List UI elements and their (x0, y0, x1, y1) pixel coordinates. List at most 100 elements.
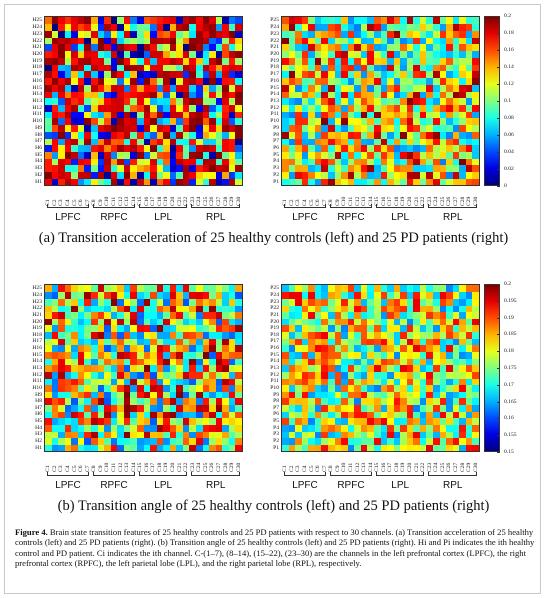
heatmap-cell (367, 431, 375, 439)
heatmap-cell (282, 311, 290, 319)
heatmap-cell (169, 17, 177, 25)
heatmap-cell (400, 111, 408, 119)
row-label: H17 (32, 338, 42, 345)
heatmap-cell (150, 291, 158, 299)
heatmap-cell (110, 371, 118, 379)
heatmap-cell (373, 37, 382, 45)
heatmap-cell (459, 43, 467, 52)
heatmap-cell (163, 391, 171, 399)
heatmap-cell (387, 324, 395, 333)
figure-caption-label: Figure 4. (15, 527, 48, 537)
heatmap-cell (354, 431, 362, 439)
heatmap-cell (360, 70, 368, 79)
heatmap-cell (182, 377, 191, 386)
heatmap-cell (301, 137, 309, 146)
heatmap-cell (64, 411, 72, 419)
heatmap-cell (282, 164, 290, 173)
heatmap-cell (150, 384, 158, 392)
heatmap-cell (130, 311, 138, 319)
heatmap-cell (373, 384, 382, 392)
heatmap-cell (433, 364, 441, 372)
heatmap-cell (104, 404, 112, 412)
heatmap-cell (354, 137, 362, 146)
heatmap-cell (104, 23, 112, 32)
heatmap-cell (104, 178, 112, 185)
heatmap-cell (117, 318, 125, 326)
heatmap-cell (136, 377, 145, 386)
heatmap-cell (189, 77, 197, 85)
heatmap-cell (406, 64, 414, 72)
heatmap-cell (439, 411, 447, 419)
heatmap-cell (64, 37, 72, 45)
heatmap-cell (117, 411, 125, 419)
heatmap-cell (321, 124, 329, 132)
heatmap-cell (202, 97, 210, 105)
heatmap-grid (281, 284, 480, 452)
heatmap-cell (84, 377, 92, 386)
column-label: C3 (58, 465, 65, 472)
heatmap-cell (387, 124, 395, 132)
heatmap-cell (228, 371, 237, 379)
heatmap-cell (143, 444, 151, 451)
heatmap-cell (71, 351, 79, 359)
heatmap-cell (97, 338, 105, 346)
heatmap-cell (58, 391, 66, 399)
heatmap-cell (117, 431, 125, 439)
heatmap-cell (117, 64, 125, 72)
heatmap-cell (176, 84, 184, 92)
heatmap-cell (367, 437, 375, 445)
heatmap-cell (367, 318, 375, 326)
heatmap-cell (446, 444, 454, 451)
heatmap-cell (84, 84, 92, 92)
heatmap-cell (393, 331, 401, 339)
heatmap-cell (51, 158, 59, 166)
heatmap-cell (426, 404, 434, 412)
heatmap-cell (387, 384, 395, 392)
heatmap-cell (465, 338, 474, 346)
heatmap-cell (413, 90, 421, 99)
heatmap-cell (130, 151, 138, 159)
heatmap-cell (288, 144, 296, 152)
heatmap-cell (228, 131, 237, 139)
heatmap-cell (156, 344, 164, 352)
heatmap-cell (446, 57, 454, 65)
heatmap-cell (413, 324, 421, 333)
heatmap-cell (123, 84, 131, 92)
heatmap-cell (459, 291, 467, 299)
heatmap-cell (452, 417, 460, 426)
heatmap-cell (360, 371, 368, 379)
heatmap-cell (459, 417, 467, 426)
heatmap-cell (452, 371, 460, 379)
heatmap-cell (235, 137, 242, 146)
heatmap-cell (367, 424, 375, 432)
heatmap-cell (387, 364, 395, 372)
heatmap-cell (64, 84, 72, 92)
heatmap-cell (196, 97, 204, 105)
heatmap-cell (380, 324, 388, 333)
row-label: P6 (273, 145, 279, 152)
heatmap-cell (459, 444, 467, 451)
heatmap-cell (354, 30, 362, 38)
heatmap-cell (71, 84, 79, 92)
heatmap-cell (51, 358, 59, 366)
heatmap-cell (439, 151, 447, 159)
heatmap-cell (176, 164, 184, 173)
heatmap-cell (51, 97, 59, 105)
heatmap-cell (77, 57, 85, 65)
colorbar-tick-label: 0.175 (504, 365, 517, 371)
heatmap-cell (110, 50, 118, 58)
heatmap-cell (426, 311, 434, 319)
heatmap-cell (367, 43, 375, 52)
heatmap-cell (209, 364, 217, 372)
row-label: H14 (32, 358, 42, 365)
heatmap-cell (341, 104, 349, 112)
heatmap-cell (182, 364, 191, 372)
heatmap-cell (45, 411, 53, 419)
column-label: C29 (229, 462, 236, 472)
heatmap-cell (288, 171, 296, 179)
heatmap-cell (196, 111, 204, 119)
group-label: RPL (205, 212, 226, 223)
heatmap-cell (439, 158, 447, 166)
column-label: C20 (407, 462, 414, 472)
heatmap-cell (84, 131, 92, 139)
